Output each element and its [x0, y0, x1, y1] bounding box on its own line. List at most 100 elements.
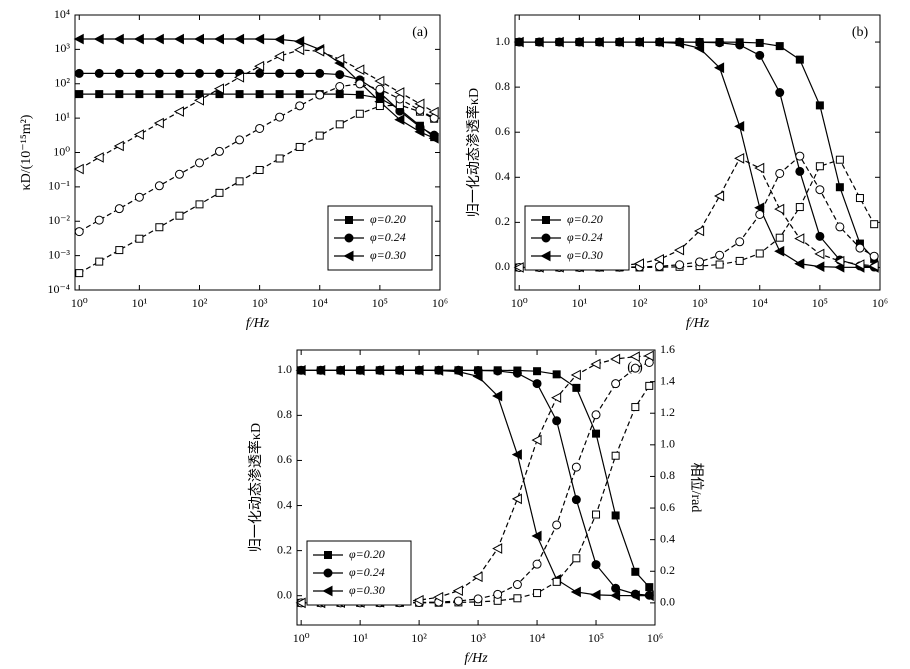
- marker: [815, 162, 824, 171]
- marker: [835, 183, 844, 192]
- x-tick-label: 10²: [632, 296, 648, 310]
- y2-tick-label: 0.4: [660, 531, 675, 545]
- marker: [492, 543, 503, 554]
- marker: [414, 126, 425, 138]
- marker: [115, 90, 124, 99]
- marker: [74, 227, 84, 237]
- legend-label: φ=0.20: [567, 212, 603, 226]
- marker: [335, 90, 344, 99]
- marker: [134, 68, 144, 78]
- marker: [540, 250, 551, 262]
- marker: [755, 38, 764, 47]
- marker: [541, 233, 551, 243]
- x-tick-label: 10⁰: [71, 296, 88, 310]
- marker: [472, 371, 483, 382]
- marker: [295, 90, 304, 99]
- y-tick-label: 0.6: [277, 452, 292, 466]
- x-tick-label: 10⁵: [812, 296, 828, 310]
- y2-tick-label: 1.4: [660, 373, 675, 387]
- marker: [73, 163, 84, 175]
- marker: [511, 449, 522, 460]
- marker: [533, 367, 542, 376]
- x-tick-label: 10⁴: [312, 296, 328, 310]
- marker: [394, 114, 405, 126]
- marker: [551, 392, 562, 404]
- marker: [113, 140, 124, 152]
- marker: [570, 586, 581, 598]
- marker: [532, 379, 542, 389]
- marker: [755, 249, 764, 258]
- marker: [511, 493, 522, 505]
- marker: [645, 381, 654, 390]
- marker: [193, 94, 204, 106]
- marker: [255, 90, 264, 99]
- y-tick-label: 0.0: [495, 259, 510, 273]
- x-tick-label: 10²: [192, 296, 208, 310]
- marker: [295, 101, 305, 111]
- y2-tick-label: 0.6: [660, 500, 675, 514]
- marker: [643, 350, 654, 362]
- marker: [193, 33, 204, 45]
- marker: [735, 256, 744, 265]
- marker: [815, 231, 825, 241]
- marker: [755, 209, 765, 219]
- marker: [295, 142, 304, 151]
- marker: [855, 243, 865, 253]
- marker: [854, 259, 865, 270]
- marker: [754, 162, 765, 174]
- x-tick-label: 10⁶: [872, 296, 888, 310]
- marker: [235, 90, 244, 99]
- marker: [355, 79, 365, 89]
- x-tick-label: 10³: [252, 296, 268, 310]
- marker: [135, 90, 144, 99]
- marker: [294, 36, 305, 47]
- marker: [215, 188, 224, 197]
- legend-label: φ=0.24: [370, 230, 406, 244]
- marker: [591, 560, 601, 570]
- marker: [613, 36, 624, 48]
- marker: [553, 36, 564, 48]
- marker: [814, 248, 825, 260]
- legend-label: φ=0.20: [349, 547, 385, 561]
- marker: [345, 216, 353, 224]
- marker: [354, 64, 365, 76]
- marker: [173, 33, 184, 45]
- marker: [134, 192, 144, 202]
- marker: [512, 580, 522, 590]
- marker: [355, 109, 364, 118]
- marker: [133, 33, 144, 45]
- marker: [492, 390, 503, 402]
- marker: [493, 589, 503, 599]
- marker: [513, 36, 524, 48]
- plot-frame: [514, 14, 881, 291]
- marker: [735, 237, 745, 247]
- marker: [592, 429, 601, 438]
- marker: [95, 257, 104, 266]
- panel-label: (a): [412, 25, 428, 40]
- marker: [493, 366, 503, 376]
- marker: [274, 50, 285, 62]
- legend-label: φ=0.30: [567, 248, 603, 262]
- y2-tick-label: 1.6: [660, 342, 675, 356]
- marker: [234, 33, 245, 45]
- legend-label: φ=0.24: [349, 565, 385, 579]
- marker: [315, 131, 324, 140]
- marker: [815, 185, 825, 195]
- marker: [611, 379, 621, 389]
- x-axis-label: f/Hz: [464, 651, 488, 666]
- marker: [154, 181, 164, 191]
- marker: [795, 203, 804, 212]
- marker: [214, 146, 224, 156]
- marker: [633, 258, 644, 269]
- marker: [314, 45, 325, 57]
- marker: [675, 260, 685, 270]
- marker: [542, 216, 550, 224]
- marker: [695, 257, 705, 267]
- marker: [629, 351, 640, 362]
- x-tick-label: 10¹: [132, 296, 148, 310]
- marker: [254, 33, 265, 45]
- marker: [173, 106, 184, 117]
- marker: [715, 260, 724, 269]
- marker: [610, 353, 621, 365]
